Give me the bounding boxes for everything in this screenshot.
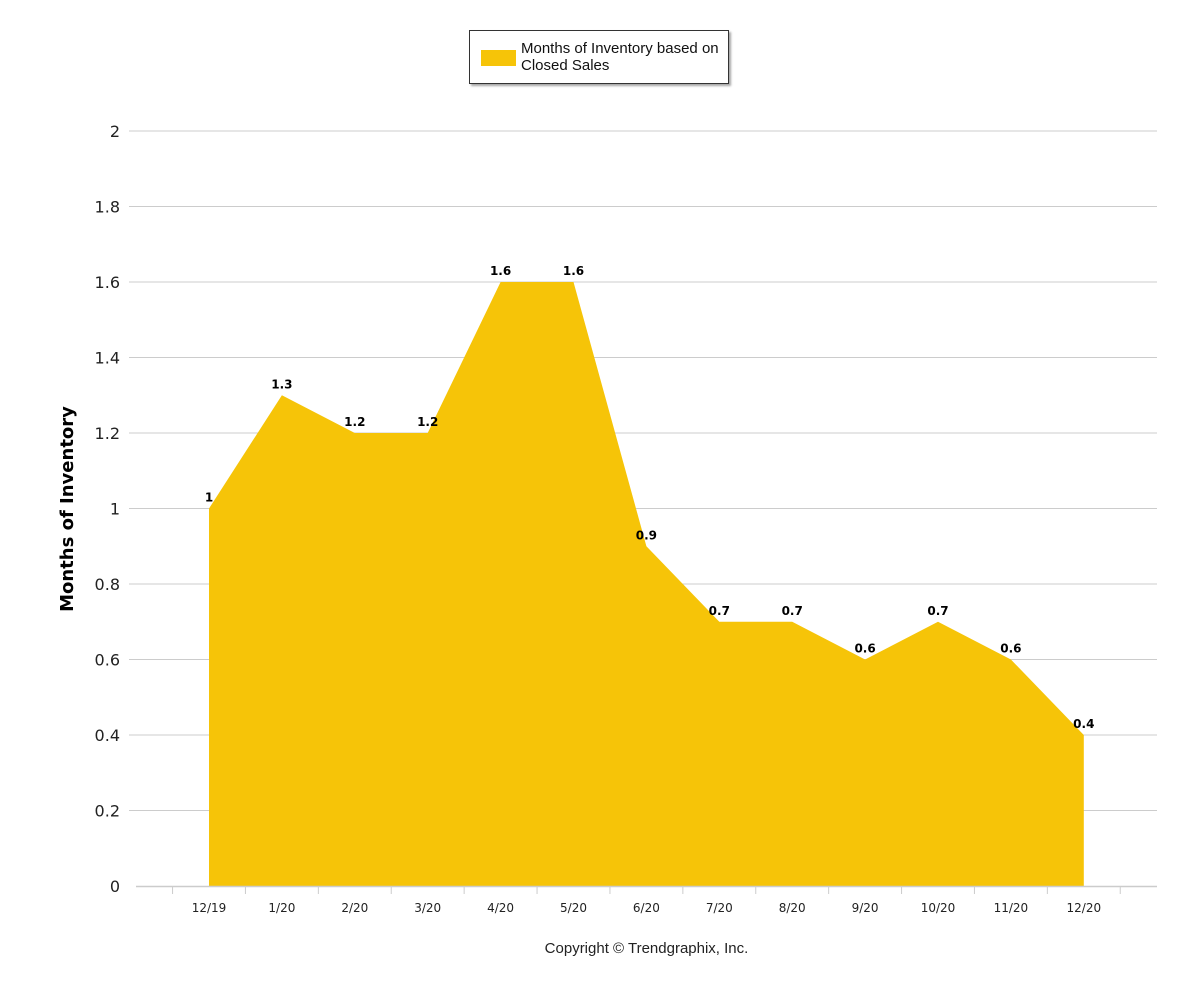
y-tick-label: 0.8 bbox=[95, 575, 120, 594]
data-label: 1.2 bbox=[344, 415, 365, 429]
data-label: 0.9 bbox=[636, 528, 657, 542]
data-label: 0.7 bbox=[782, 604, 803, 618]
y-tick-label: 1.6 bbox=[95, 273, 120, 292]
y-tick-label: 2 bbox=[110, 122, 120, 141]
legend: Months of Inventory based on Closed Sale… bbox=[469, 30, 729, 84]
x-tick-label: 6/20 bbox=[633, 901, 660, 915]
x-tick-label: 11/20 bbox=[994, 901, 1029, 915]
x-tick-label: 9/20 bbox=[852, 901, 879, 915]
x-tick-label: 8/20 bbox=[779, 901, 806, 915]
data-label: 1.6 bbox=[563, 264, 584, 278]
x-tick-label: 5/20 bbox=[560, 901, 587, 915]
copyright-footer: Copyright © Trendgraphix, Inc. bbox=[544, 940, 749, 957]
data-labels: 1 1.3 1.2 1.2 1.6 1.6 0.9 0.7 0.7 0.6 0.7 0.6 0.4 bbox=[205, 264, 1095, 731]
data-label: 1.2 bbox=[417, 415, 438, 429]
y-tick-label: 0 bbox=[110, 877, 120, 896]
x-tick-label: 12/20 bbox=[1067, 901, 1102, 915]
area-series bbox=[209, 282, 1084, 886]
data-label: 1.6 bbox=[490, 264, 511, 278]
data-label: 0.7 bbox=[927, 604, 948, 618]
y-tick-label: 0.4 bbox=[95, 726, 120, 745]
y-tick-labels: 0 0.2 0.4 0.6 0.8 1 1.2 1.4 1.6 1.8 2 bbox=[95, 122, 120, 896]
y-tick-label: 1 bbox=[110, 500, 120, 519]
x-tick-labels: 12/19 1/20 2/20 3/20 4/20 5/20 6/20 7/20 8/20 9/2… bbox=[192, 901, 1101, 915]
legend-label: Months of Inventory based on Closed Sale… bbox=[521, 40, 719, 74]
x-tick-label: 3/20 bbox=[414, 901, 441, 915]
y-tick-label: 1.2 bbox=[95, 424, 120, 443]
data-label: 0.7 bbox=[709, 604, 730, 618]
x-tick-label: 2/20 bbox=[341, 901, 368, 915]
y-tick-label: 1.8 bbox=[95, 198, 120, 217]
y-tick-label: 0.6 bbox=[95, 651, 120, 670]
legend-swatch bbox=[481, 50, 516, 66]
data-label: 0.6 bbox=[854, 642, 875, 656]
area-fill bbox=[209, 282, 1084, 886]
y-tick-label: 1.4 bbox=[95, 349, 120, 368]
x-tick-label: 4/20 bbox=[487, 901, 514, 915]
data-label: 1 bbox=[205, 491, 213, 505]
data-label: 0.6 bbox=[1000, 642, 1021, 656]
x-tick-label: 1/20 bbox=[268, 901, 295, 915]
x-tick-label: 10/20 bbox=[921, 901, 956, 915]
data-label: 1.3 bbox=[271, 377, 292, 391]
axes bbox=[136, 885, 1157, 894]
y-axis-title: Months of Inventory bbox=[57, 406, 78, 612]
data-label: 0.4 bbox=[1073, 717, 1094, 731]
x-tick-label: 12/19 bbox=[192, 901, 227, 915]
x-tick-label: 7/20 bbox=[706, 901, 733, 915]
y-tick-label: 0.2 bbox=[95, 802, 120, 821]
